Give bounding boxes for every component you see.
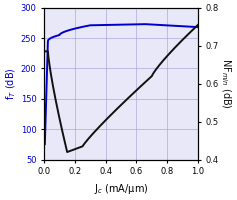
Y-axis label: NF$_{min}$ (dB): NF$_{min}$ (dB) [219,58,233,109]
Y-axis label: f$_T$ (dB): f$_T$ (dB) [4,67,18,100]
X-axis label: J$_c$ (mA/μm): J$_c$ (mA/μm) [94,182,148,196]
